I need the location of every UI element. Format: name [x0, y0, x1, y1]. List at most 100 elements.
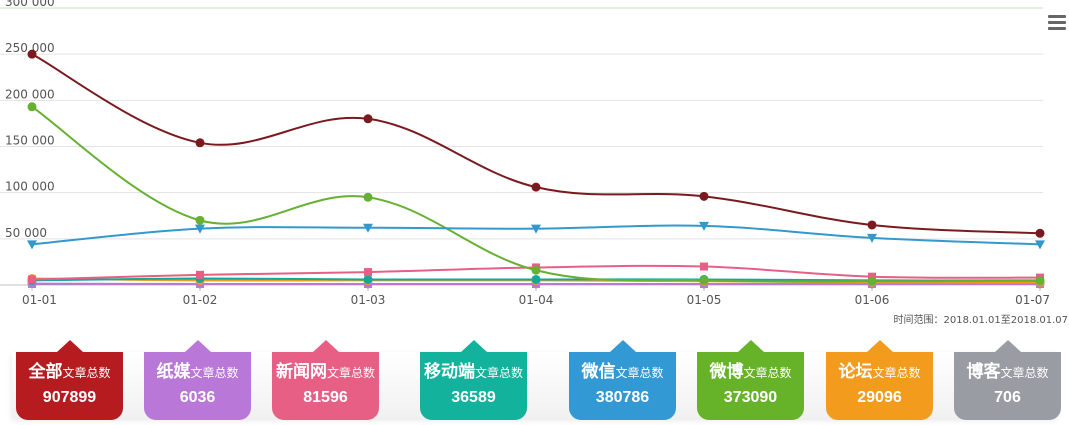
card-pointer-icon: [609, 340, 636, 352]
data-point-weixin: [1035, 240, 1045, 250]
x-tick-label: 01-07: [1015, 293, 1050, 307]
card-article-count: 373090: [723, 389, 778, 406]
channel-card[interactable]: 博客文章总数 706: [954, 340, 1061, 420]
data-point-weibo: [363, 192, 373, 202]
card-pointer-icon: [312, 340, 339, 352]
card-title-row: 全部文章总数: [16, 361, 123, 384]
x-tick-label: 01-03: [351, 293, 386, 307]
data-point-all: [27, 49, 37, 59]
card-title-row: 移动端文章总数: [420, 361, 527, 384]
data-point-weibo: [27, 102, 37, 112]
y-tick-label: 300 000: [5, 0, 55, 9]
card-label: 文章总数: [326, 366, 375, 380]
channel-card[interactable]: 全部文章总数 907899: [16, 340, 123, 420]
card-pointer-icon: [994, 340, 1021, 352]
card-article-count: 29096: [857, 389, 902, 406]
channel-summary-cards: 全部文章总数 907899 纸媒文章总数 6036 新闻网文章总数 81596 移动端文章总…: [0, 338, 1069, 425]
card-pointer-icon: [866, 340, 893, 352]
y-tick-label: 150 000: [5, 134, 55, 148]
card-label: 文章总数: [615, 366, 664, 380]
data-point-all: [1035, 228, 1045, 238]
data-point-weixin: [531, 224, 541, 234]
card-article-count: 907899: [42, 389, 97, 406]
data-point-news: [700, 262, 708, 271]
card-label: 文章总数: [474, 366, 523, 380]
card-title-row: 新闻网文章总数: [272, 361, 379, 384]
card-article-count: 36589: [451, 389, 496, 406]
card-label: 文章总数: [1000, 366, 1049, 380]
data-point-all: [195, 138, 205, 148]
card-channel-name: 微信: [581, 362, 616, 382]
channel-card[interactable]: 微信文章总数 380786: [569, 340, 676, 420]
data-point-weibo: [699, 275, 709, 285]
card-label: 文章总数: [872, 366, 921, 380]
menu-icon-bar: [1048, 15, 1066, 18]
menu-icon-bar: [1048, 27, 1066, 30]
channel-card[interactable]: 微博文章总数 373090: [697, 340, 804, 420]
channel-card[interactable]: 论坛文章总数 29096: [826, 340, 933, 420]
axes: 300 000 250 000 200 000 150 000 100 000 50 00…: [0, 0, 1050, 307]
card-article-count: 81596: [303, 389, 348, 406]
data-point-weibo: [867, 276, 877, 286]
card-label: 文章总数: [190, 366, 239, 380]
channel-card[interactable]: 移动端文章总数 36589: [420, 340, 527, 420]
card-title-row: 纸媒文章总数: [144, 361, 251, 384]
data-point-news: [868, 272, 876, 281]
card-article-count: 6036: [179, 389, 216, 406]
card-pointer-icon: [460, 340, 487, 352]
x-tick-label: 01-05: [687, 293, 722, 307]
data-point-weixin: [27, 240, 37, 250]
card-channel-name: 博客: [966, 362, 1001, 382]
y-tick-label: 200 000: [5, 87, 55, 101]
data-point-weibo: [531, 265, 541, 275]
card-label: 文章总数: [62, 366, 111, 380]
card-pointer-icon: [184, 340, 211, 352]
series-line-all: [31, 53, 1041, 235]
card-channel-name: 移动端: [423, 362, 475, 382]
card-title-row: 微信文章总数: [569, 361, 676, 384]
menu-icon-bar: [1048, 21, 1066, 24]
data-point-all: [867, 220, 877, 230]
card-label: 文章总数: [743, 366, 792, 380]
card-pointer-icon: [737, 340, 764, 352]
card-channel-name: 论坛: [838, 362, 873, 382]
y-tick-label: 50 000: [5, 226, 47, 240]
data-point-all: [363, 114, 373, 124]
chart-menu-button[interactable]: [1046, 12, 1068, 32]
card-article-count: 706: [994, 389, 1021, 406]
card-pointer-icon: [56, 340, 83, 352]
card-channel-name: 纸媒: [156, 362, 191, 382]
data-point-mobile: [363, 274, 373, 284]
x-tick-label: 01-06: [855, 293, 890, 307]
y-tick-label: 100 000: [5, 180, 55, 194]
data-point-weixin: [867, 233, 877, 243]
series-markers: [27, 49, 1045, 289]
channel-card[interactable]: 新闻网文章总数 81596: [272, 340, 379, 420]
card-article-count: 380786: [595, 389, 650, 406]
data-point-all: [699, 191, 709, 201]
x-tick-label: 01-04: [519, 293, 554, 307]
grid-lines: [0, 7, 1043, 240]
card-channel-name: 新闻网: [275, 362, 327, 382]
x-tick-label: 01-02: [183, 293, 218, 307]
line-chart: 300 000 250 000 200 000 150 000 100 000 50 00…: [0, 0, 1068, 326]
card-channel-name: 全部: [28, 362, 63, 382]
data-point-weixin: [363, 223, 373, 233]
x-tick-label: 01-01: [22, 293, 57, 307]
data-point-mobile: [531, 274, 541, 284]
card-channel-name: 微博: [709, 362, 744, 382]
time-range-note: 时间范围：2018.01.01至2018.01.07: [893, 313, 1068, 326]
card-title-row: 微博文章总数: [697, 361, 804, 384]
data-point-news: [196, 270, 204, 279]
data-point-weibo: [195, 215, 205, 225]
data-point-all: [531, 182, 541, 192]
y-tick-label: 250 000: [5, 41, 55, 55]
card-title-row: 博客文章总数: [954, 361, 1061, 384]
card-title-row: 论坛文章总数: [826, 361, 933, 384]
series-line-weibo: [31, 105, 1041, 283]
series-lines: [31, 53, 1041, 286]
channel-card[interactable]: 纸媒文章总数 6036: [144, 340, 251, 420]
data-point-news: [28, 275, 36, 284]
data-point-news: [364, 268, 372, 277]
data-point-weixin: [195, 224, 205, 234]
